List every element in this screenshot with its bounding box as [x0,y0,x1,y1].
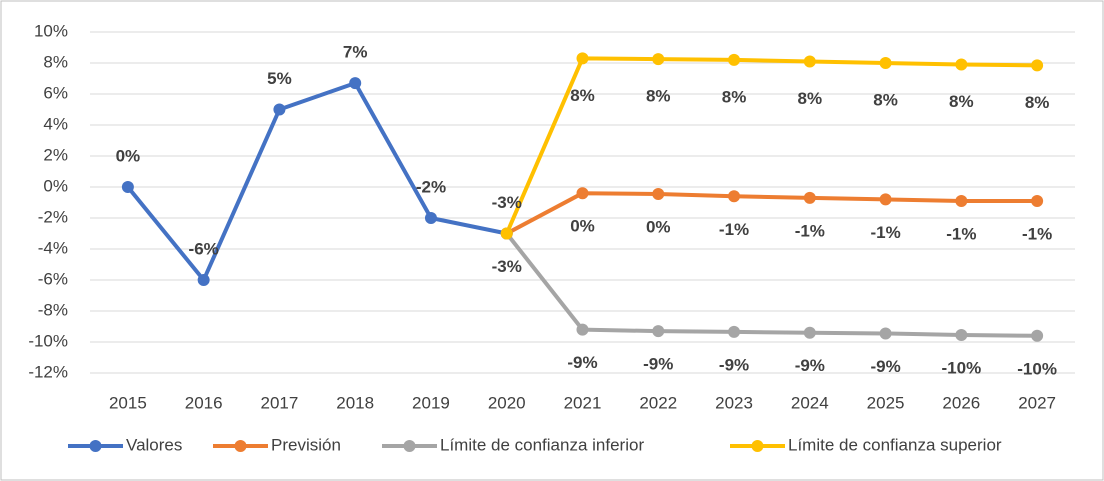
data-label: -9% [870,357,900,376]
data-point [652,187,665,200]
legend-marker [89,440,102,452]
legend-marker [234,440,247,452]
data-point [424,212,437,224]
x-tick-label: 2015 [109,393,147,412]
data-point [728,325,741,338]
x-tick-label: 2026 [942,393,980,412]
y-tick-label: -8% [38,300,68,319]
legend-label: Límite de confianza superior [788,435,1002,454]
data-label: -3% [492,193,522,212]
data-label: 0% [646,217,671,236]
data-label: -1% [795,221,825,240]
data-label: 8% [1025,93,1050,112]
data-label: 5% [267,69,292,88]
data-label: -1% [946,224,976,243]
data-label: -9% [795,356,825,375]
legend-label: Límite de confianza inferior [440,435,644,454]
data-label: 8% [949,92,974,111]
data-label: -9% [643,355,673,374]
x-tick-label: 2023 [715,393,753,412]
data-point [576,52,589,65]
legend-label: Previsión [271,435,341,454]
data-point [273,103,286,116]
data-point [652,53,665,66]
data-label: -10% [1017,359,1057,378]
x-tick-label: 2019 [412,393,450,412]
data-point [1031,59,1044,72]
x-tick-label: 2024 [791,393,829,412]
y-tick-label: 8% [43,52,68,71]
data-point [121,181,134,193]
y-tick-label: 4% [43,114,68,133]
data-point [803,191,816,204]
data-label: -9% [719,355,749,374]
data-point [955,58,968,71]
data-label: -1% [870,223,900,242]
y-tick-label: 6% [43,83,68,102]
data-label: 0% [116,146,141,165]
series-line [126,81,508,282]
legend-label: Valores [126,435,182,454]
data-point [955,194,968,207]
series-line [505,191,1038,236]
series-line [504,56,1038,235]
y-tick-label: 0% [43,176,68,195]
x-tick-label: 2022 [639,393,677,412]
data-label: -3% [492,257,522,276]
data-label: -9% [567,353,597,372]
y-tick-label: -6% [38,269,68,288]
data-point [879,57,892,69]
x-tick-label: 2018 [336,393,374,412]
data-point [197,274,210,286]
data-label: 0% [570,217,595,236]
data-label: 8% [873,90,898,109]
x-tick-label: 2021 [564,393,602,412]
data-point [349,77,362,90]
data-point [1031,194,1044,207]
x-tick-label: 2017 [261,393,299,412]
data-point [728,53,741,66]
data-label: -1% [1022,224,1052,243]
data-label: 8% [798,89,823,108]
data-point [652,325,665,338]
y-tick-label: -12% [28,362,68,381]
y-tick-label: 10% [34,21,68,40]
data-point [803,55,816,68]
y-tick-label: -4% [38,238,68,257]
data-label: 8% [570,86,595,105]
series-line [505,232,1038,338]
data-point [803,326,816,339]
data-point [879,193,892,206]
data-point [500,227,513,240]
data-label: 7% [343,43,368,62]
data-label: 8% [646,87,671,106]
x-tick-label: 2025 [867,393,905,412]
data-point [955,329,968,342]
data-point [576,187,589,200]
data-label: 8% [722,87,747,106]
y-tick-label: 2% [43,145,68,164]
x-tick-label: 2016 [185,393,223,412]
legend-marker [403,440,416,452]
data-label: -2% [416,177,446,196]
data-point [1031,329,1044,342]
data-label: -10% [942,359,982,378]
legend-marker [751,440,764,452]
x-tick-label: 2027 [1018,393,1056,412]
y-tick-label: -2% [38,207,68,226]
data-point [576,323,589,336]
x-tick-label: 2020 [488,393,526,412]
data-point [728,190,741,203]
y-tick-label: -10% [28,331,68,350]
data-point [879,327,892,340]
data-label: -1% [719,220,749,239]
data-label: -6% [189,239,219,258]
